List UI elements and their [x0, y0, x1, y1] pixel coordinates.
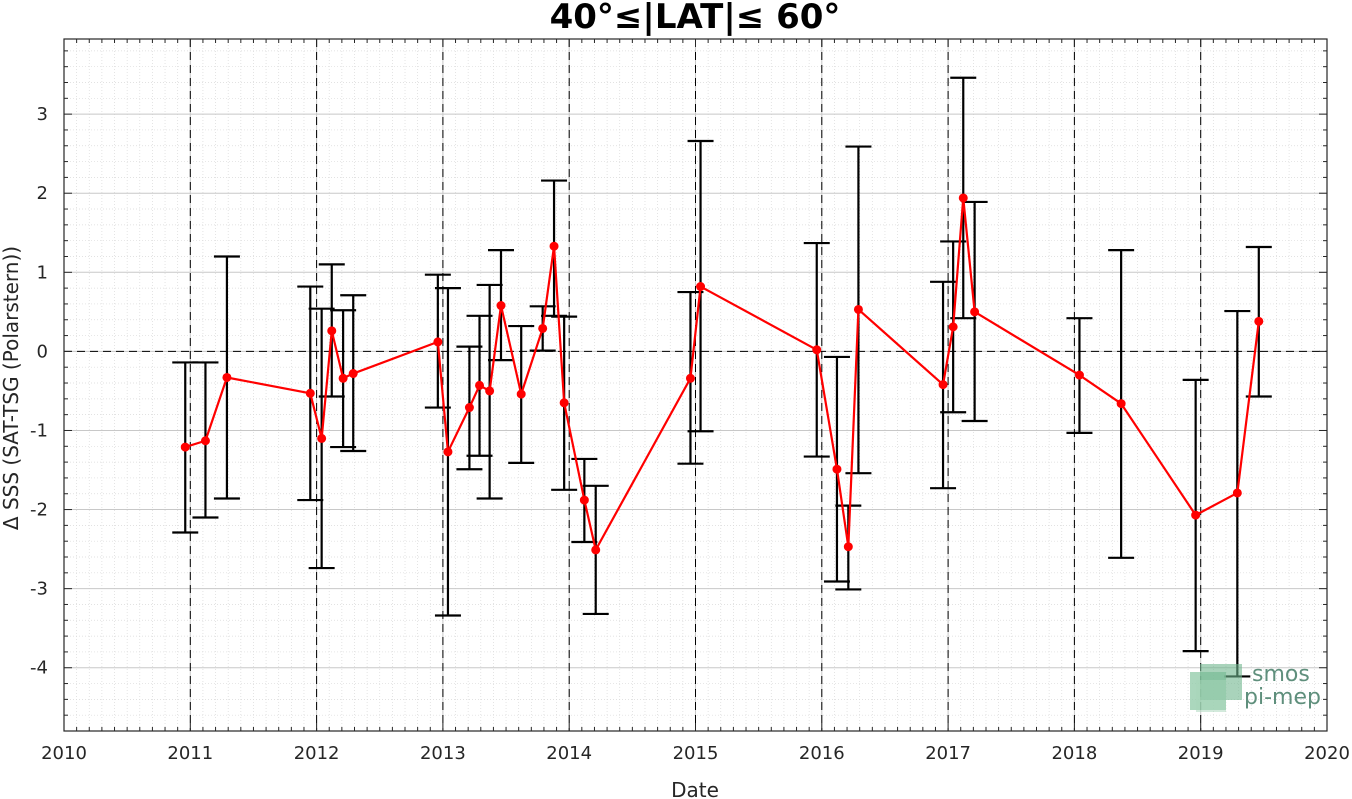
x-tick-label: 2015: [673, 743, 719, 764]
data-point: [538, 323, 548, 333]
data-point: [222, 372, 232, 382]
x-tick-label: 2019: [1178, 743, 1224, 764]
x-tick-label: 2020: [1304, 743, 1350, 764]
data-point: [475, 380, 485, 390]
data-point: [579, 495, 589, 505]
data-point: [696, 282, 706, 292]
data-point: [443, 447, 453, 457]
data-point: [180, 442, 190, 452]
y-tick-label: 0: [37, 341, 48, 362]
data-point: [559, 398, 569, 408]
x-tick-label: 2013: [420, 743, 466, 764]
data-point: [200, 436, 210, 446]
data-point: [1116, 399, 1126, 409]
x-tick-label: 2018: [1051, 743, 1097, 764]
y-tick-label: -2: [30, 500, 48, 521]
logo-text-pi-mep: pi-mep: [1244, 685, 1321, 710]
x-tick-label: 2011: [167, 743, 213, 764]
data-point: [1254, 316, 1264, 326]
y-tick-label: -4: [30, 658, 48, 679]
data-point: [549, 241, 559, 251]
data-point: [853, 304, 863, 314]
smos-pi-mep-logo: smos pi-mep: [1190, 662, 1321, 712]
logo-text-smos: smos: [1252, 662, 1310, 687]
y-tick-label: -1: [30, 420, 48, 441]
series-line: [184, 196, 1260, 551]
data-point: [348, 369, 358, 379]
y-tick-label: -3: [30, 579, 48, 600]
data-point: [485, 386, 495, 396]
data-point: [317, 433, 327, 443]
data-point: [433, 337, 443, 347]
data-point: [938, 380, 948, 390]
data-point: [591, 545, 601, 555]
data-point: [1074, 370, 1084, 380]
y-axis-label: Δ SSS (SAT-TSG (Polarstern)): [0, 246, 23, 530]
data-point: [1191, 510, 1201, 520]
data-point: [685, 373, 695, 383]
data-point: [496, 301, 506, 311]
x-tick-label: 2017: [925, 743, 971, 764]
x-tick-label: 2010: [41, 743, 87, 764]
data-point: [970, 307, 980, 317]
data-point: [464, 403, 474, 413]
data-point: [958, 193, 968, 203]
x-axis-label: Date: [671, 778, 719, 799]
data-point: [948, 322, 958, 332]
data-point: [832, 464, 842, 474]
logo-mark-icon: [1190, 664, 1242, 712]
data-point: [338, 373, 348, 383]
chart-title: 40°≤|LAT|≤ 60°: [550, 0, 841, 37]
data-point: [305, 388, 315, 398]
data-point: [843, 542, 853, 552]
y-tick-label: 3: [37, 104, 48, 125]
x-tick-label: 2012: [294, 743, 340, 764]
data-point: [516, 389, 526, 399]
data-point: [812, 345, 822, 355]
data-point: [1232, 488, 1242, 498]
data-point: [327, 326, 337, 336]
y-tick-label: 1: [37, 262, 48, 283]
x-tick-label: 2014: [546, 743, 592, 764]
y-tick-label: 2: [37, 183, 48, 204]
plot-area: 2010 2011 2012 2013 2014 2015 2016 2017 2018 2019…: [30, 38, 1350, 764]
x-tick-label: 2016: [799, 743, 845, 764]
